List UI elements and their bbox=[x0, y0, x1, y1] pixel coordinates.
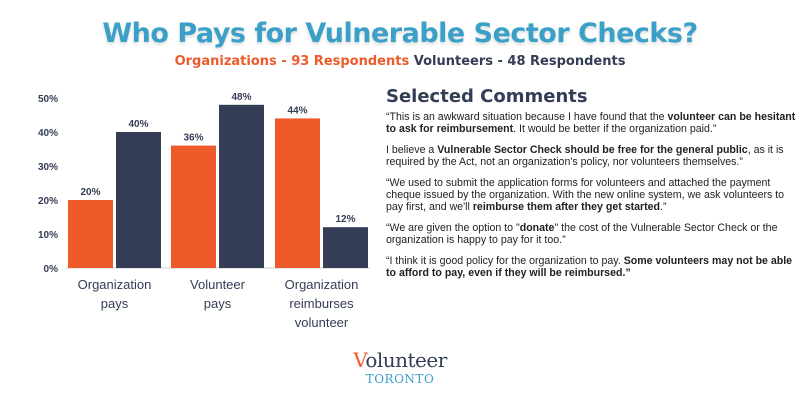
comment-1: “This is an awkward situation because I … bbox=[386, 111, 796, 135]
comment-3: “We used to submit the application forms… bbox=[386, 177, 785, 213]
bar-volunteers bbox=[219, 104, 264, 268]
x-tick-label: reimburses bbox=[289, 296, 354, 311]
bar-volunteers bbox=[116, 132, 161, 268]
bar-chart: 0% 10% 20% 30% 40% 50% 20% 40% Organization pays 3… bbox=[38, 92, 370, 330]
x-tick-label: Organization bbox=[285, 277, 359, 292]
data-label: 36% bbox=[183, 133, 203, 144]
legend-organizations: Organizations - 93 Respondents bbox=[174, 54, 410, 69]
y-tick-label: 10% bbox=[38, 230, 58, 241]
bar-organizations bbox=[171, 145, 216, 268]
comment-5: “I think it is good policy for the organ… bbox=[386, 255, 793, 279]
x-tick-label: Organization bbox=[78, 277, 152, 292]
data-label: 20% bbox=[80, 187, 100, 198]
data-label: 40% bbox=[128, 119, 148, 130]
x-tick-label: pays bbox=[204, 296, 232, 311]
bar-volunteers bbox=[323, 227, 368, 268]
y-tick-label: 0% bbox=[44, 264, 59, 275]
comment-4: “We are given the option to "donate" the… bbox=[386, 222, 778, 246]
x-tick-label: pays bbox=[101, 296, 129, 311]
volunteer-toronto-logo: Volunteer TORONTO bbox=[353, 348, 447, 386]
y-tick-label: 20% bbox=[38, 196, 58, 207]
y-tick-label: 30% bbox=[38, 162, 58, 173]
bar-organizations bbox=[68, 200, 113, 268]
page-title: Who Pays for Vulnerable Sector Checks? bbox=[102, 18, 698, 49]
bar-organizations bbox=[275, 118, 320, 269]
comment-2: I believe a Vulnerable Sector Check shou… bbox=[386, 144, 784, 168]
subtitle: Organizations - 93 Respondents Volunteer… bbox=[0, 54, 800, 69]
comment-list: “This is an awkward situation because I … bbox=[386, 111, 796, 279]
data-label: 44% bbox=[287, 105, 307, 116]
data-label: 48% bbox=[231, 92, 251, 103]
comments-heading: Selected Comments bbox=[386, 86, 588, 107]
x-tick-label: Volunteer bbox=[190, 277, 246, 292]
x-tick-label: volunteer bbox=[295, 315, 349, 330]
comments-panel: Selected Comments “This is an awkward si… bbox=[386, 86, 796, 288]
data-label: 12% bbox=[335, 214, 355, 225]
y-tick-label: 50% bbox=[38, 94, 58, 105]
y-tick-label: 40% bbox=[38, 128, 58, 139]
legend-volunteers: Volunteers - 48 Respondents bbox=[413, 54, 626, 69]
